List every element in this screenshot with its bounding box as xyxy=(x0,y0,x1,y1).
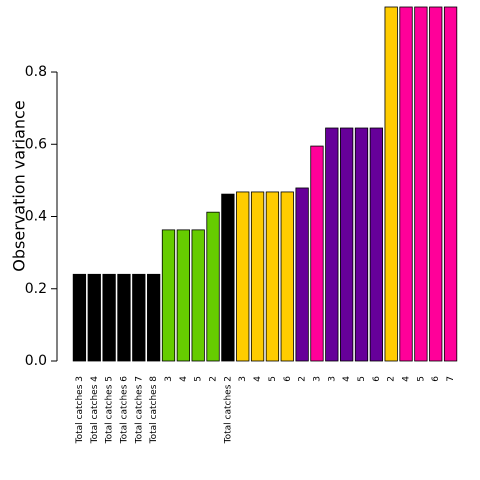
x-tick-label: 4 xyxy=(179,376,189,382)
x-tick-label: Total catches 2 xyxy=(223,376,233,444)
x-tick-label: 3 xyxy=(238,376,248,382)
y-tick-label: 0.4 xyxy=(25,209,47,225)
bar xyxy=(87,273,101,362)
y-tick-label: 0.8 xyxy=(25,64,47,80)
x-tick-label: 6 xyxy=(283,376,293,382)
x-tick-label: 2 xyxy=(387,376,397,382)
bar xyxy=(72,273,87,362)
bar xyxy=(102,273,116,362)
bar xyxy=(147,273,161,362)
y-axis-label: Observation variance xyxy=(10,100,29,271)
bar xyxy=(176,229,190,362)
bar xyxy=(295,187,309,362)
bar xyxy=(354,127,369,362)
y-tick-label: 0.6 xyxy=(25,136,47,152)
bar xyxy=(236,191,250,362)
x-tick-label: 5 xyxy=(357,376,367,382)
y-tick-label: 0.2 xyxy=(25,281,47,297)
bar xyxy=(399,6,413,362)
bar xyxy=(161,229,176,362)
x-tick-label: Total catches 3 xyxy=(75,376,85,444)
bar xyxy=(280,191,294,362)
x-tick-label: 5 xyxy=(194,376,204,382)
bar xyxy=(340,127,354,362)
bar xyxy=(206,211,220,362)
bar xyxy=(414,6,428,362)
x-tick-label: 6 xyxy=(372,376,382,382)
bar xyxy=(310,145,324,362)
x-tick-label: 4 xyxy=(402,376,412,382)
x-tick-label: Total catches 6 xyxy=(119,376,129,445)
bar xyxy=(132,273,146,362)
x-tick-label: Total catches 4 xyxy=(90,376,100,445)
x-tick-label: 4 xyxy=(253,376,263,382)
x-tick-label: 2 xyxy=(209,376,219,382)
bar xyxy=(443,6,458,362)
x-tick-label: 2 xyxy=(298,376,308,382)
x-tick-label: 7 xyxy=(446,376,456,382)
bar xyxy=(325,127,339,362)
x-tick-label: 3 xyxy=(312,376,322,382)
x-tick-label: 5 xyxy=(268,376,278,382)
y-tick-label: 0.0 xyxy=(25,353,47,369)
x-tick-label: Total catches 5 xyxy=(105,376,115,444)
x-tick-label: 4 xyxy=(342,376,352,382)
bar xyxy=(265,191,280,362)
bar xyxy=(117,273,131,362)
bar xyxy=(191,229,205,362)
bar xyxy=(384,6,398,362)
bar xyxy=(250,191,265,362)
x-tick-label: 6 xyxy=(431,376,441,382)
x-tick-label: Total catches 7 xyxy=(134,376,144,444)
x-tick-label: Total catches 8 xyxy=(149,376,159,445)
x-tick-label: 3 xyxy=(164,376,174,382)
bar xyxy=(369,127,383,362)
bar xyxy=(429,6,443,362)
x-tick-label: 3 xyxy=(327,376,337,382)
bar xyxy=(221,193,235,362)
x-tick-label: 5 xyxy=(416,376,426,382)
